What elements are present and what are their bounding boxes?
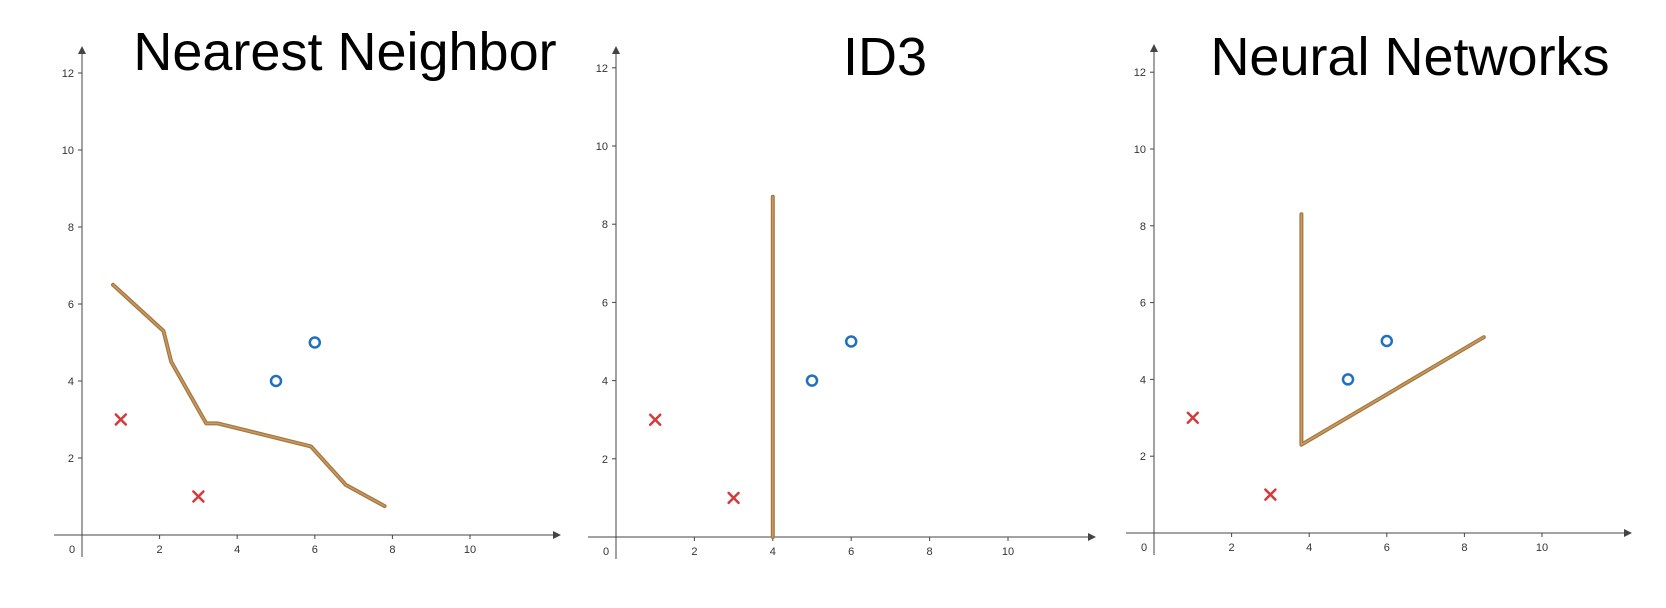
o-data-point bbox=[805, 374, 819, 387]
decision-boundary-highlight bbox=[1300, 213, 1485, 446]
x-tick-label: 10 bbox=[1002, 546, 1014, 558]
chart-panel-3: Neural Networks 0 2 4 6 8 10 2 4 6 8 10 12 bbox=[1126, 27, 1632, 555]
x-tick-label: 0 bbox=[1141, 542, 1147, 554]
y-tick-label: 2 bbox=[602, 454, 608, 466]
y-tick-label: 12 bbox=[596, 63, 608, 75]
x-tick-label: 8 bbox=[1461, 542, 1467, 554]
y-tick-label: 4 bbox=[68, 376, 74, 388]
y-axis-arrow bbox=[78, 46, 86, 54]
y-tick-label: 10 bbox=[596, 141, 608, 153]
x-tick-label: 2 bbox=[1229, 542, 1235, 554]
y-tick-label: 6 bbox=[68, 299, 74, 311]
y-tick-label: 8 bbox=[1140, 221, 1146, 233]
x-data-point bbox=[192, 490, 205, 503]
y-axis-arrow bbox=[1150, 44, 1158, 52]
x-tick-label: 6 bbox=[848, 546, 854, 558]
x-tick-label: 8 bbox=[389, 544, 395, 556]
o-data-point bbox=[1341, 373, 1355, 386]
x-tick-label: 10 bbox=[1536, 542, 1548, 554]
x-data-point bbox=[1186, 411, 1200, 425]
y-tick-label: 10 bbox=[62, 145, 74, 157]
x-axis-arrow bbox=[553, 531, 561, 539]
y-tick-label: 12 bbox=[62, 68, 74, 80]
x-tick-label: 10 bbox=[464, 544, 476, 556]
x-axis-arrow bbox=[1624, 529, 1632, 537]
y-tick-label: 8 bbox=[602, 219, 608, 231]
x-tick-label: 4 bbox=[1306, 542, 1312, 554]
o-data-point bbox=[1380, 334, 1394, 348]
chart-panel-2: ID3 0 2 4 6 8 10 2 4 6 8 10 12 bbox=[588, 27, 1096, 559]
y-tick-label: 4 bbox=[1140, 374, 1146, 386]
x-tick-label: 6 bbox=[1384, 542, 1390, 554]
y-tick-label: 4 bbox=[602, 376, 608, 388]
x-tick-label: 2 bbox=[691, 546, 697, 558]
y-tick-label: 6 bbox=[602, 297, 608, 309]
x-tick-label: 4 bbox=[770, 546, 776, 558]
o-data-point bbox=[308, 336, 322, 349]
x-data-point bbox=[648, 413, 662, 426]
x-tick-label: 0 bbox=[69, 544, 75, 556]
x-axis-arrow bbox=[1088, 533, 1096, 541]
y-tick-label: 8 bbox=[68, 222, 74, 234]
o-data-point bbox=[844, 335, 858, 348]
x-tick-label: 4 bbox=[234, 544, 240, 556]
y-tick-label: 10 bbox=[1134, 144, 1146, 156]
x-data-point bbox=[114, 413, 128, 426]
x-tick-label: 8 bbox=[927, 546, 933, 558]
decision-boundary bbox=[1299, 212, 1486, 447]
x-data-point bbox=[727, 491, 740, 505]
chart-panel-1: Nearest Neighbor 0 2 4 6 8 10 2 4 6 8 10 12 bbox=[54, 22, 561, 557]
x-data-point bbox=[1264, 488, 1277, 501]
chart-title: Nearest Neighbor bbox=[133, 22, 556, 82]
decision-boundary bbox=[111, 282, 387, 509]
y-tick-label: 2 bbox=[1140, 451, 1146, 463]
x-tick-label: 0 bbox=[603, 546, 609, 558]
decision-boundary-highlight bbox=[112, 284, 386, 507]
y-tick-label: 6 bbox=[1140, 298, 1146, 310]
chart-title: Neural Networks bbox=[1210, 27, 1609, 87]
chart-title: ID3 bbox=[843, 27, 927, 87]
x-tick-label: 6 bbox=[312, 544, 318, 556]
y-axis-arrow bbox=[612, 46, 620, 54]
y-tick-label: 12 bbox=[1134, 67, 1146, 79]
o-data-point bbox=[269, 374, 283, 388]
y-tick-label: 2 bbox=[68, 453, 74, 465]
x-tick-label: 2 bbox=[157, 544, 163, 556]
